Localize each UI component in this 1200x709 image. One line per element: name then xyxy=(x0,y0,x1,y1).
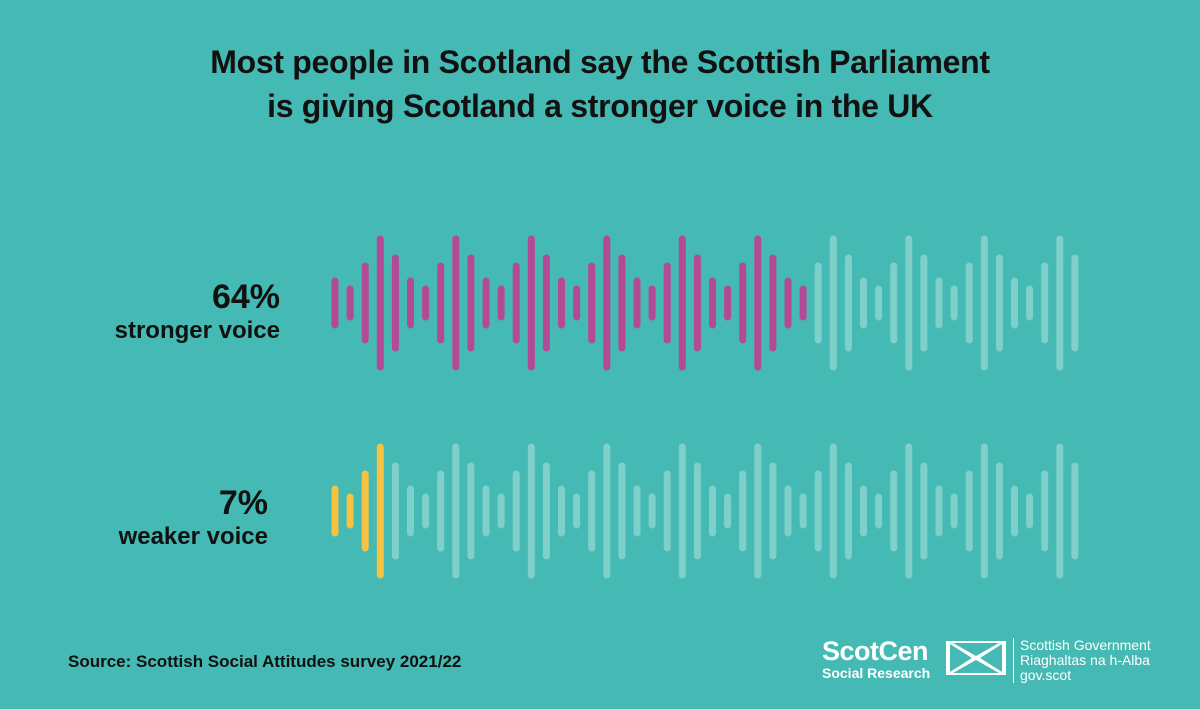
weaker-voice-category-label: weaker voice xyxy=(118,523,268,550)
weaker-voice-label: 7% weaker voice xyxy=(119,484,268,552)
scotcen-logo-name: ScotCen xyxy=(822,636,929,666)
stronger-voice-waveform xyxy=(331,235,1079,371)
chart-title: Most people in Scotland say the Scottish… xyxy=(0,40,1200,128)
gov-logo-line-3: gov.scot xyxy=(1020,667,1072,683)
weaker-voice-waveform xyxy=(331,443,1079,579)
title-line-1: Most people in Scotland say the Scottish… xyxy=(210,44,990,80)
stronger-voice-category-label: stronger voice xyxy=(114,317,280,344)
title-line-2: is giving Scotland a stronger voice in t… xyxy=(267,88,933,124)
saltire-flag-icon xyxy=(946,641,1006,675)
scotcen-logo: ScotCen Social Research xyxy=(822,636,931,682)
scotcen-logo-subtitle: Social Research xyxy=(822,665,931,681)
stronger-voice-value-label: 64% xyxy=(211,278,280,316)
scottish-government-logo: Scottish Government Riaghaltas na h-Alba… xyxy=(1013,638,1151,683)
weaker-voice-value-label: 7% xyxy=(218,484,268,522)
gov-logo-line-1: Scottish Government xyxy=(1020,637,1151,653)
gov-logo-line-2: Riaghaltas na h-Alba xyxy=(1020,652,1150,668)
stronger-voice-label: 64% stronger voice xyxy=(115,278,280,346)
source-note: Source: Scottish Social Attitudes survey… xyxy=(68,652,462,671)
